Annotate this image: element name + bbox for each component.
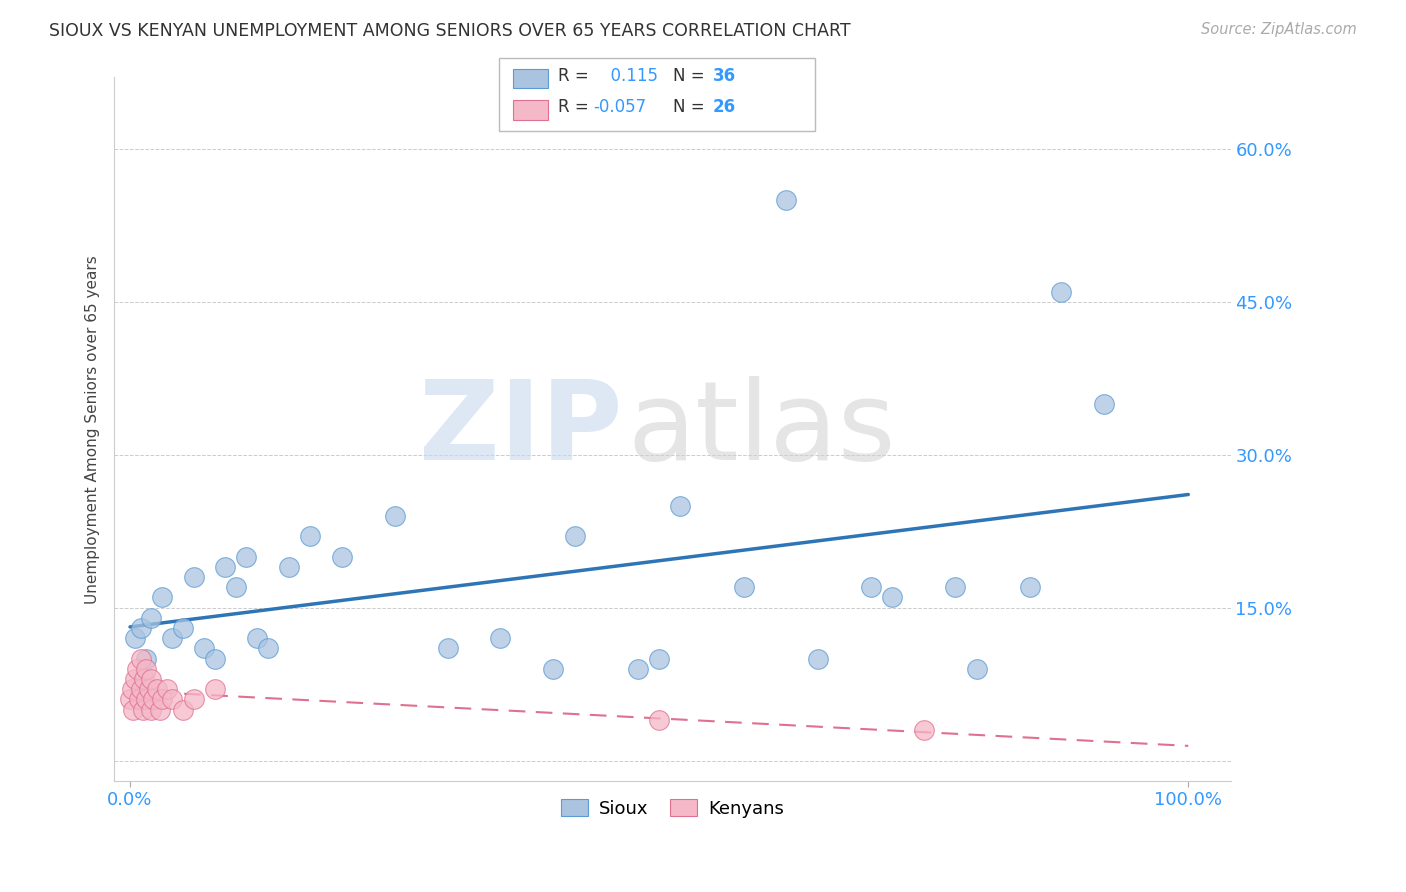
- Point: [135, 651, 157, 665]
- Text: -0.057: -0.057: [593, 98, 647, 116]
- Point: [150, 591, 173, 605]
- Text: 0.115: 0.115: [600, 67, 658, 85]
- Point: [193, 641, 215, 656]
- Point: [129, 621, 152, 635]
- Point: [648, 713, 671, 727]
- Point: [246, 632, 269, 646]
- Point: [384, 508, 406, 523]
- Point: [214, 560, 236, 574]
- Point: [733, 580, 755, 594]
- Point: [183, 692, 205, 706]
- Point: [162, 692, 184, 706]
- Point: [330, 549, 353, 564]
- Text: Source: ZipAtlas.com: Source: ZipAtlas.com: [1201, 22, 1357, 37]
- Point: [132, 672, 155, 686]
- Text: R =: R =: [558, 67, 589, 85]
- Text: ZIP: ZIP: [419, 376, 621, 483]
- Point: [122, 703, 145, 717]
- Point: [121, 682, 143, 697]
- Point: [172, 703, 194, 717]
- Point: [141, 611, 163, 625]
- Point: [298, 529, 321, 543]
- Text: N =: N =: [673, 67, 704, 85]
- Point: [235, 549, 257, 564]
- Point: [156, 682, 179, 697]
- Point: [669, 499, 692, 513]
- Text: 36: 36: [713, 67, 735, 85]
- Point: [183, 570, 205, 584]
- Point: [132, 703, 155, 717]
- Point: [489, 632, 512, 646]
- Point: [945, 580, 967, 594]
- Point: [138, 682, 160, 697]
- Point: [129, 682, 152, 697]
- Text: SIOUX VS KENYAN UNEMPLOYMENT AMONG SENIORS OVER 65 YEARS CORRELATION CHART: SIOUX VS KENYAN UNEMPLOYMENT AMONG SENIO…: [49, 22, 851, 40]
- Point: [880, 591, 903, 605]
- Point: [543, 662, 565, 676]
- Point: [127, 662, 149, 676]
- Y-axis label: Unemployment Among Seniors over 65 years: Unemployment Among Seniors over 65 years: [86, 255, 100, 604]
- Point: [120, 692, 142, 706]
- Point: [1018, 580, 1040, 594]
- Point: [204, 682, 226, 697]
- Point: [1050, 285, 1073, 299]
- Point: [162, 632, 184, 646]
- Point: [1092, 397, 1115, 411]
- Point: [436, 641, 458, 656]
- Point: [124, 672, 146, 686]
- Point: [564, 529, 586, 543]
- Point: [204, 651, 226, 665]
- Text: atlas: atlas: [627, 376, 896, 483]
- Point: [124, 632, 146, 646]
- Point: [277, 560, 299, 574]
- Point: [807, 651, 830, 665]
- Point: [141, 672, 163, 686]
- Point: [256, 641, 278, 656]
- Text: R =: R =: [558, 98, 589, 116]
- Point: [775, 193, 797, 207]
- Point: [225, 580, 247, 594]
- Point: [966, 662, 988, 676]
- Point: [648, 651, 671, 665]
- Point: [172, 621, 194, 635]
- Point: [135, 662, 157, 676]
- Legend: Sioux, Kenyans: Sioux, Kenyans: [554, 791, 792, 825]
- Point: [142, 692, 165, 706]
- Point: [912, 723, 935, 737]
- Point: [145, 682, 167, 697]
- Point: [135, 692, 157, 706]
- Text: 26: 26: [713, 98, 735, 116]
- Text: N =: N =: [673, 98, 704, 116]
- Point: [627, 662, 650, 676]
- Point: [859, 580, 882, 594]
- Point: [129, 651, 152, 665]
- Point: [150, 692, 173, 706]
- Point: [141, 703, 163, 717]
- Point: [149, 703, 172, 717]
- Point: [128, 692, 150, 706]
